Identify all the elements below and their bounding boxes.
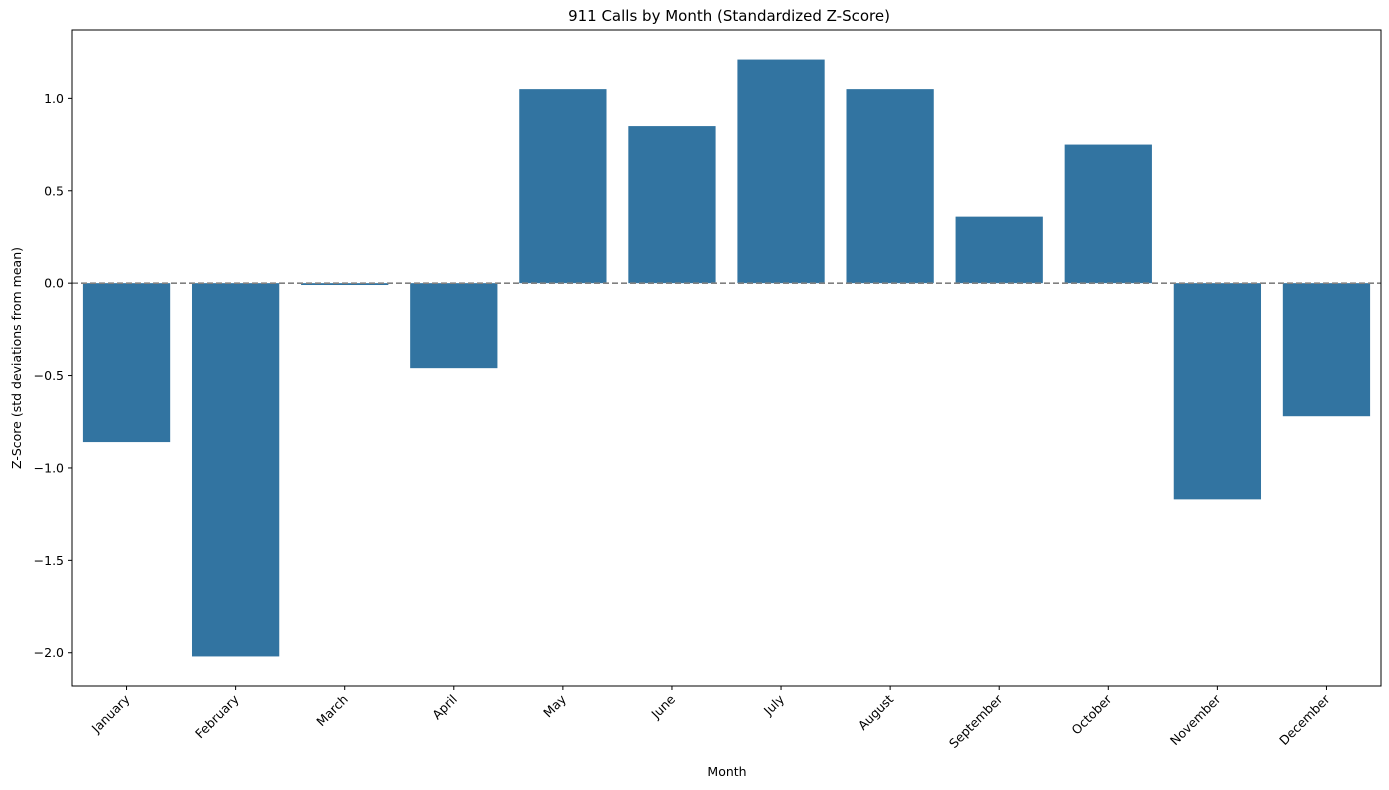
bar-august bbox=[846, 89, 934, 284]
y-tick-label: −1.0 bbox=[34, 460, 64, 475]
x-tick-label: November bbox=[1167, 691, 1224, 748]
x-tick-label: September bbox=[946, 691, 1006, 751]
x-tick-label: April bbox=[429, 692, 460, 723]
x-tick-label: January bbox=[88, 691, 133, 736]
bar-march bbox=[301, 283, 389, 286]
x-tick-label: July bbox=[760, 691, 788, 719]
chart-title: 911 Calls by Month (Standardized Z-Score… bbox=[568, 7, 890, 25]
bar-september bbox=[955, 216, 1043, 284]
y-tick-label: 1.0 bbox=[44, 91, 64, 106]
y-tick-label: 0.5 bbox=[44, 183, 64, 198]
bar-june bbox=[628, 126, 716, 284]
x-tick-label: August bbox=[855, 691, 897, 733]
y-axis: −2.0 −1.5 −1.0 −0.5 0.0 0.5 1.0 bbox=[34, 91, 72, 660]
x-tick-label: October bbox=[1068, 691, 1115, 738]
x-tick-label: December bbox=[1276, 691, 1333, 748]
bar-may bbox=[519, 89, 607, 284]
bars-group bbox=[82, 59, 1371, 657]
bar-october bbox=[1064, 144, 1152, 284]
x-axis: January February March April May June July Augu… bbox=[88, 686, 1333, 751]
x-tick-label: February bbox=[192, 691, 242, 741]
bar-july bbox=[737, 59, 825, 284]
plot-frame bbox=[71, 29, 1382, 687]
bar-november bbox=[1173, 283, 1262, 500]
x-axis-title: Month bbox=[707, 764, 746, 779]
y-tick-label: 0.0 bbox=[44, 276, 64, 291]
y-axis-title: Z-Score (std deviations from mean) bbox=[9, 247, 24, 469]
bar-january bbox=[82, 283, 171, 443]
x-tick-label: May bbox=[540, 691, 569, 720]
x-tick-label: March bbox=[313, 692, 351, 730]
y-tick-label: −0.5 bbox=[34, 368, 64, 383]
bar-december bbox=[1282, 283, 1371, 417]
x-tick-label: June bbox=[648, 691, 679, 722]
y-tick-label: −1.5 bbox=[34, 553, 64, 568]
y-tick-label: −2.0 bbox=[34, 645, 64, 660]
bar-april bbox=[410, 283, 498, 369]
bar-february bbox=[191, 283, 280, 657]
